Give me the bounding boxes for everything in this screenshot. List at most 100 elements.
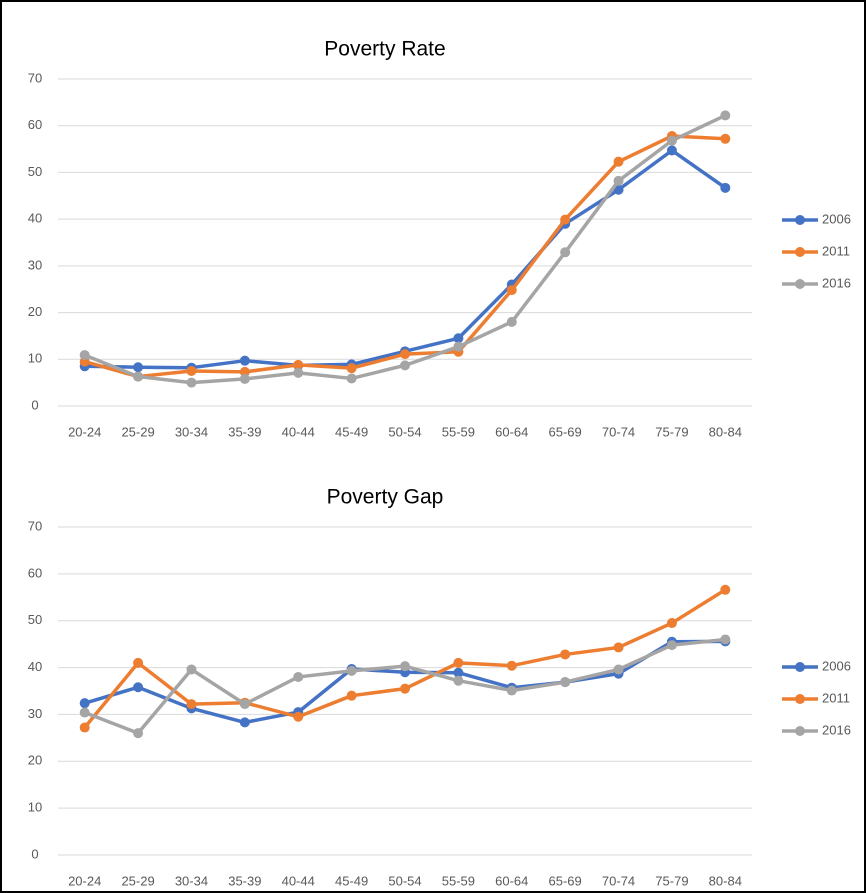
data-point	[453, 333, 464, 344]
data-point	[453, 341, 464, 352]
data-point	[400, 349, 410, 360]
x-tick-label: 80-84	[709, 873, 742, 888]
data-point	[666, 618, 677, 629]
data-point	[79, 698, 90, 709]
x-tick-label: 75-79	[655, 424, 688, 439]
data-point	[133, 682, 144, 693]
x-tick-label: 45-49	[335, 424, 368, 439]
legend-label: 2016	[822, 722, 851, 737]
data-point	[239, 373, 250, 384]
y-tick-label: 60	[28, 565, 42, 580]
data-point	[666, 640, 677, 651]
data-point	[293, 359, 304, 370]
data-point	[79, 707, 90, 718]
data-point	[133, 362, 144, 373]
y-tick-label: 50	[28, 612, 42, 627]
legend-marker	[795, 215, 805, 225]
data-point	[666, 145, 677, 156]
data-point	[560, 649, 571, 660]
y-tick-label: 0	[31, 846, 38, 861]
data-point	[613, 175, 624, 186]
data-point	[613, 184, 624, 195]
y-tick-label: 30	[28, 257, 42, 272]
data-point	[506, 685, 517, 696]
data-point	[239, 355, 250, 366]
x-tick-label: 70-74	[602, 873, 635, 888]
x-tick-label: 25-29	[121, 873, 154, 888]
y-tick-label: 30	[28, 706, 42, 721]
data-point	[720, 133, 731, 144]
legend-marker	[795, 694, 805, 704]
data-point	[560, 677, 571, 688]
legend-label: 2011	[822, 690, 850, 705]
x-tick-label: 55-59	[442, 873, 475, 888]
data-point	[133, 728, 144, 739]
x-tick-label: 25-29	[121, 424, 154, 439]
y-tick-label: 40	[28, 659, 42, 674]
x-tick-label: 30-34	[175, 873, 208, 888]
x-tick-label: 20-24	[68, 424, 101, 439]
y-tick-label: 70	[28, 518, 42, 533]
data-point	[720, 110, 731, 121]
x-tick-label: 55-59	[442, 424, 475, 439]
x-tick-label: 35-39	[228, 873, 261, 888]
data-point	[346, 373, 357, 384]
data-point	[79, 722, 90, 733]
data-point	[186, 699, 197, 710]
data-point	[666, 135, 677, 146]
y-tick-label: 10	[28, 351, 42, 366]
y-tick-label: 20	[28, 304, 42, 319]
x-tick-label: 45-49	[335, 873, 368, 888]
x-tick-label: 75-79	[655, 873, 688, 888]
data-point	[239, 699, 250, 710]
data-point	[506, 285, 517, 296]
x-tick-label: 60-64	[495, 424, 528, 439]
x-tick-label: 60-64	[495, 873, 528, 888]
data-point	[613, 156, 624, 167]
y-tick-label: 0	[31, 397, 38, 412]
y-tick-label: 50	[28, 164, 42, 179]
data-point	[346, 665, 357, 676]
data-point	[720, 182, 731, 193]
data-point	[133, 657, 144, 668]
data-point	[453, 657, 464, 668]
chart-title: Poverty Gap	[327, 486, 444, 509]
legend-label: 2006	[822, 211, 851, 226]
legend-label: 2011	[822, 243, 850, 258]
y-tick-label: 40	[28, 211, 42, 226]
data-point	[293, 671, 304, 682]
x-tick-label: 80-84	[709, 424, 742, 439]
data-point	[346, 363, 357, 374]
data-point	[453, 675, 464, 686]
x-tick-label: 50-54	[388, 873, 421, 888]
chart-title: Poverty Rate	[324, 38, 445, 61]
data-point	[506, 660, 517, 671]
data-point	[400, 683, 410, 694]
data-point	[613, 642, 624, 653]
x-tick-label: 40-44	[282, 873, 315, 888]
data-point	[720, 584, 731, 595]
y-tick-label: 60	[28, 117, 42, 132]
data-point	[293, 367, 304, 378]
data-point	[506, 316, 517, 327]
x-tick-label: 50-54	[388, 424, 421, 439]
y-tick-label: 10	[28, 800, 42, 815]
y-tick-label: 20	[28, 753, 42, 768]
data-point	[239, 366, 250, 377]
legend-marker	[795, 726, 805, 736]
data-point	[239, 717, 250, 728]
data-point	[293, 711, 304, 722]
data-point	[186, 365, 197, 376]
legend-marker	[795, 279, 805, 289]
data-point	[186, 664, 197, 675]
data-point	[400, 661, 410, 672]
data-point	[133, 371, 144, 382]
y-tick-label: 70	[28, 70, 42, 85]
legend-marker	[795, 662, 805, 672]
data-point	[613, 664, 624, 675]
legend-label: 2016	[822, 275, 851, 290]
data-point	[79, 350, 90, 361]
x-tick-label: 40-44	[282, 424, 315, 439]
legend-marker	[795, 247, 805, 257]
